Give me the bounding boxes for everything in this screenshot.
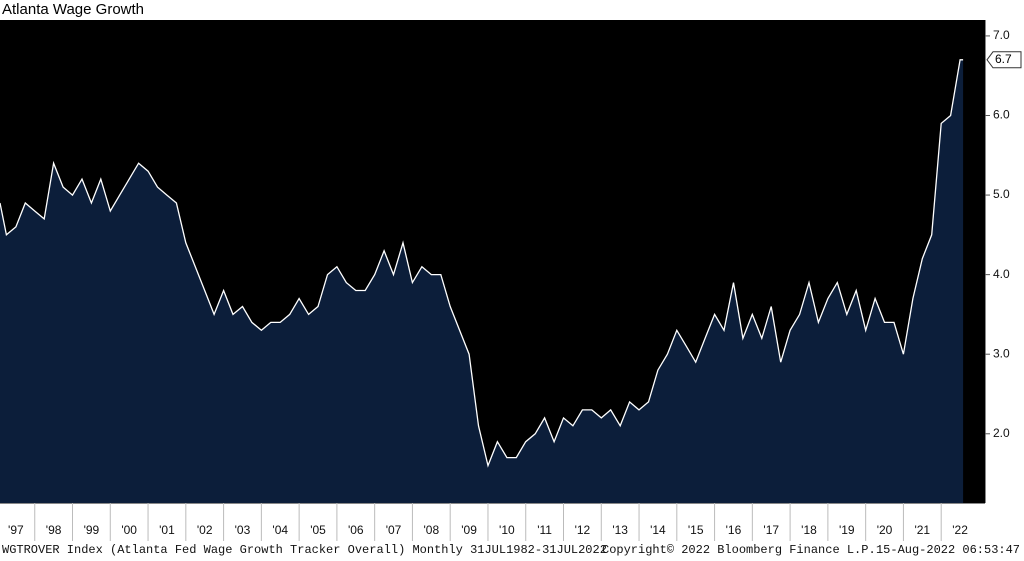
x-tick-label: '22 (952, 523, 968, 537)
area (0, 59, 964, 504)
footer-source: WGTROVER Index (Atlanta Fed Wage Growth … (2, 543, 607, 557)
x-tick-label: '10 (499, 523, 515, 537)
last-value-tag (986, 51, 1022, 69)
x-tick-label: '11 (537, 523, 552, 537)
x-tick-label: '07 (386, 523, 402, 537)
x-tick-label: '02 (197, 523, 213, 537)
line (0, 59, 964, 468)
x-tick-label: '20 (877, 523, 893, 537)
chart-title: Atlanta Wage Growth (2, 1, 144, 18)
x-tick-label: '19 (839, 523, 855, 537)
y-tick-label: 7.0 (993, 28, 1010, 42)
x-tick-label: '05 (310, 523, 326, 537)
x-tick-label: '18 (801, 523, 817, 537)
x-tick-label: '04 (272, 523, 288, 537)
x-tick-label: '21 (914, 523, 930, 537)
y-tick-label: 6.0 (993, 108, 1010, 122)
y-tick-label: 3.0 (993, 346, 1010, 360)
y-tick-label: 2.0 (993, 426, 1010, 440)
footer-copyright: Copyright© 2022 Bloomberg Finance L.P. (602, 543, 876, 557)
x-tick-label: '00 (121, 523, 137, 537)
last-value-label: 6.7 (995, 52, 1012, 66)
x-tick-label: '12 (575, 523, 591, 537)
x-tick-label: '14 (650, 523, 666, 537)
x-tick-label: '99 (84, 523, 100, 537)
x-tick-label: '17 (763, 523, 779, 537)
x-tick-label: '08 (423, 523, 439, 537)
x-tick-label: '09 (461, 523, 477, 537)
x-tick-label: '15 (688, 523, 704, 537)
x-tick-label: '13 (612, 523, 628, 537)
y-tick-label: 5.0 (993, 187, 1010, 201)
x-tick-label: '03 (235, 523, 251, 537)
x-tick-label: '98 (46, 523, 62, 537)
x-tick-label: '01 (159, 523, 175, 537)
footer-timestamp: 15-Aug-2022 06:53:47 (876, 543, 1020, 557)
x-tick-label: '97 (8, 523, 24, 537)
y-tick-label: 4.0 (993, 267, 1010, 281)
x-tick-label: '16 (726, 523, 742, 537)
x-tick-label: '06 (348, 523, 364, 537)
